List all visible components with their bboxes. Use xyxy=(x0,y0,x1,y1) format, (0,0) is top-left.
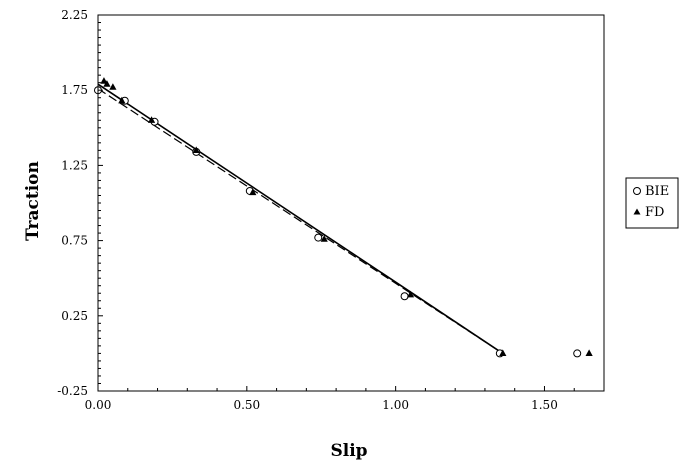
data-point-fd xyxy=(585,349,593,356)
legend-box xyxy=(625,177,679,229)
x-tick-label: 1.50 xyxy=(531,398,558,412)
data-point-fd xyxy=(499,349,507,356)
reference-line-solid xyxy=(97,83,504,355)
plot-lines xyxy=(97,83,504,355)
y-tick-label: 1.75 xyxy=(61,83,88,97)
data-point-bie xyxy=(314,233,323,242)
x-tick-label: 0.00 xyxy=(85,398,112,412)
x-axis-title: Slip xyxy=(330,441,367,461)
data-point-fd xyxy=(118,96,126,104)
legend-item-fd: FD xyxy=(633,205,664,220)
x-tick-label: 0.50 xyxy=(233,398,260,412)
data-point-fd xyxy=(147,116,156,123)
data-point-bie xyxy=(400,292,409,301)
ticks: 0.00 0.50 1.00 1.50 -0.25 0.25 0.75 1.25 1.75 2.2… xyxy=(57,8,575,412)
data-point-fd xyxy=(109,83,117,90)
y-tick-label: 1.25 xyxy=(61,158,88,172)
plot-frame xyxy=(97,14,605,392)
y-axis-title: Traction xyxy=(23,161,43,241)
x-tick-label: 1.00 xyxy=(382,398,409,412)
plot-markers xyxy=(94,77,593,358)
data-point-fd xyxy=(192,146,200,153)
y-tick-label: 2.25 xyxy=(61,8,88,22)
axes xyxy=(97,14,605,392)
legend-marker-fd xyxy=(633,208,641,215)
reference-line-dashed xyxy=(97,88,504,354)
data-point-fd xyxy=(249,188,257,196)
y-tick-label: 0.75 xyxy=(61,234,88,248)
legend-item-bie: BIE xyxy=(633,184,669,199)
legend: BIE FD xyxy=(625,177,679,229)
legend-label-bie: BIE xyxy=(645,184,669,199)
data-point-fd xyxy=(406,290,415,298)
data-point-bie xyxy=(573,349,582,358)
data-point-fd xyxy=(103,80,111,87)
legend-label-fd: FD xyxy=(645,205,664,220)
data-point-fd xyxy=(100,77,108,84)
data-point-fd xyxy=(320,235,328,242)
y-tick-label: 0.25 xyxy=(61,309,88,323)
y-tick-label: -0.25 xyxy=(57,384,88,398)
legend-marker-bie xyxy=(633,187,641,195)
